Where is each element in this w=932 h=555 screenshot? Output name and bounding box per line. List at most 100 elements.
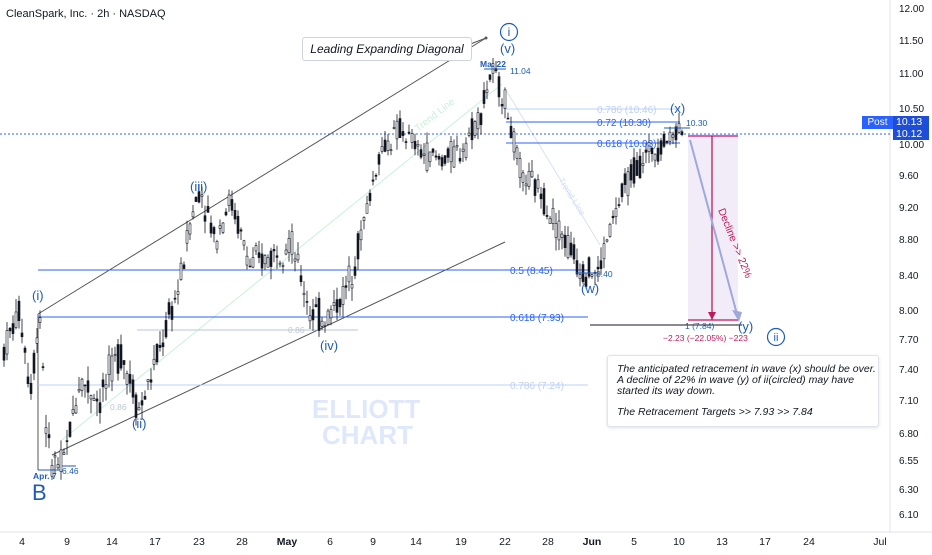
candle-body <box>11 323 15 334</box>
wave-v-label: (v) <box>500 41 515 56</box>
candle-body <box>8 327 12 332</box>
time-tick-label: 28 <box>542 536 554 548</box>
candle-body <box>554 223 558 238</box>
candle-body <box>428 151 432 163</box>
candle-body <box>236 216 240 234</box>
candle-body <box>551 207 555 224</box>
candle-body <box>152 358 156 365</box>
time-tick-label: May <box>277 536 298 548</box>
candle-body <box>416 144 420 147</box>
candle-body <box>266 257 270 268</box>
candle-body <box>260 253 264 269</box>
candle-body <box>143 396 147 400</box>
candle-body <box>38 317 42 323</box>
time-tick-label: 10 <box>673 536 685 548</box>
last-price-value: 10.12 <box>896 128 923 140</box>
candle-body <box>95 398 99 402</box>
candle-body <box>332 302 336 306</box>
wave-ii-circle <box>766 327 786 347</box>
decline-stats: −2.23 (−22.05%) −223 <box>663 333 748 343</box>
faint-886-label: 0.86 <box>288 325 305 335</box>
time-tick-label: 28 <box>236 536 248 548</box>
candle-body <box>647 142 651 152</box>
time-tick-label: 9 <box>64 536 70 548</box>
candle-body <box>578 274 582 279</box>
candle-body <box>158 344 162 348</box>
price-tick-label: 11.50 <box>899 36 924 47</box>
candle-body <box>317 297 321 331</box>
candle-body <box>68 421 72 437</box>
candle-body <box>335 299 339 313</box>
candle-body <box>629 164 633 181</box>
note-line-1: The anticipated retracement in wave (x) … <box>617 363 876 375</box>
candle-body <box>485 89 489 94</box>
candle-body <box>362 217 366 221</box>
candle-body <box>56 464 60 469</box>
candle-body <box>479 113 483 125</box>
candle-body <box>113 353 117 356</box>
candle-body <box>617 204 621 206</box>
candle-body <box>572 244 576 260</box>
candle-body <box>173 297 177 300</box>
candle-body <box>413 140 417 150</box>
candle-body <box>539 193 543 200</box>
candle-body <box>326 310 330 325</box>
time-ticks: 4 9 14 17 23 28 May 6 9 14 19 22 28 Jun 5 10 13 17 24 Jul <box>19 536 887 548</box>
price-tick-label: 8.80 <box>899 235 919 246</box>
wave-y-label: (y) <box>738 319 753 334</box>
candle-body <box>182 264 186 269</box>
candle-body <box>224 211 228 216</box>
x-high-label: 10.30 <box>686 118 708 128</box>
candle-body <box>254 245 258 252</box>
candle-body <box>275 255 279 258</box>
candle-body <box>107 354 111 375</box>
candle-body <box>674 126 678 141</box>
candle-body <box>410 133 414 143</box>
price-tick-label: 12.00 <box>899 4 924 15</box>
candle-body <box>89 395 93 400</box>
diagonal-callout[interactable]: Leading Expanding Diagonal <box>302 37 472 61</box>
candle-body <box>374 175 378 177</box>
candle-body <box>50 464 54 477</box>
candle-body <box>134 394 138 418</box>
candle-body <box>77 389 81 392</box>
target-label: 1 (7.84) <box>685 321 714 331</box>
candle-body <box>203 215 207 222</box>
candle-body <box>5 330 9 355</box>
candle-body <box>71 409 75 414</box>
candle-body <box>269 250 273 267</box>
wave-i-circled-label: i <box>508 25 511 39</box>
price-tick-label: 7.10 <box>899 396 919 407</box>
candle-body <box>377 154 381 165</box>
time-tick-label: 13 <box>716 536 728 548</box>
note-line-4: The Retracement Targets >> 7.93 >> 7.84 <box>617 406 813 418</box>
candle-body <box>140 400 144 406</box>
candle-body <box>455 145 459 148</box>
candle-body <box>197 191 201 203</box>
candle-body <box>482 90 486 104</box>
trend-line-2 <box>505 89 601 246</box>
price-tick-label: 11.00 <box>899 69 924 80</box>
candle-body <box>23 347 27 353</box>
candle-body <box>671 134 675 138</box>
candle-body <box>35 337 39 344</box>
decline-arrowhead <box>708 312 716 320</box>
candle-body <box>668 131 672 142</box>
candle-body <box>83 384 87 387</box>
analysis-note[interactable]: The anticipated retracement in wave (x) … <box>607 355 879 427</box>
candle-body <box>602 243 606 260</box>
fib-618-low-label: 0.618 (7.93) <box>510 313 564 324</box>
candle-body <box>122 360 126 365</box>
candle-body <box>503 89 507 109</box>
high-date-label: Ma. 22 <box>480 59 506 69</box>
candle-body <box>545 215 549 217</box>
candle-body <box>287 238 291 253</box>
candle-body <box>524 183 528 187</box>
candle-body <box>422 153 426 156</box>
candle-body <box>209 222 213 234</box>
candle-body <box>596 266 600 270</box>
candle-body <box>314 304 318 308</box>
candle-body <box>119 344 123 369</box>
candle-body <box>251 257 255 268</box>
candle-body <box>128 374 132 384</box>
